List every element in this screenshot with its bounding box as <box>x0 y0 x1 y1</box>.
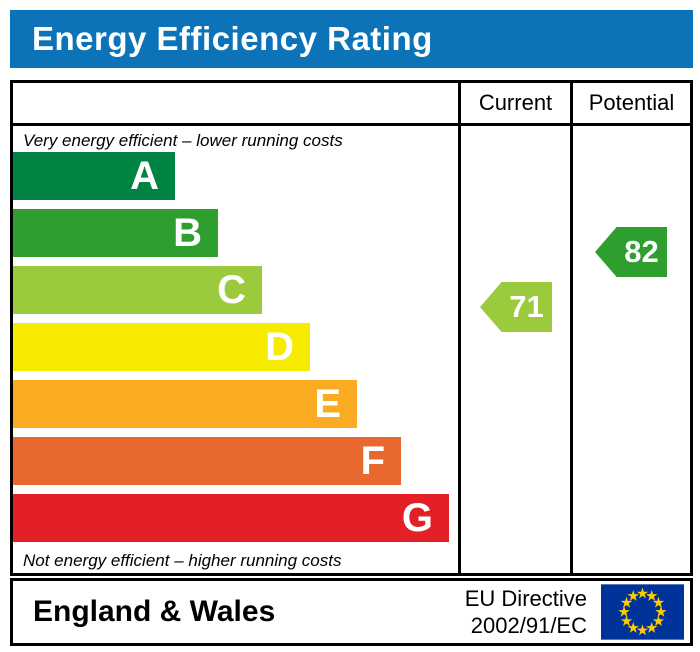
band-c: C <box>13 266 262 314</box>
potential-column-divider <box>570 83 573 573</box>
footer: England & Wales EU Directive 2002/91/EC <box>10 578 693 646</box>
column-header-potential: Potential <box>588 90 675 115</box>
eu-directive-label: EU Directive 2002/91/EC <box>465 585 587 639</box>
eu-directive-line2: 2002/91/EC <box>470 613 587 638</box>
band-f: F <box>13 437 401 485</box>
band-a: A <box>13 152 175 200</box>
band-d: D <box>13 323 310 371</box>
page-title: Energy Efficiency Rating <box>32 20 433 57</box>
rating-scale: Very energy efficient – lower running co… <box>13 126 458 571</box>
region-label: England & Wales <box>33 595 276 628</box>
title-bar: Energy Efficiency Rating <box>10 10 693 68</box>
bottom-note: Not energy efficient – higher running co… <box>23 551 342 570</box>
current-rating-arrow: 71 <box>480 282 552 332</box>
potential-rating-arrow: 82 <box>595 227 667 277</box>
eu-flag-icon <box>601 584 684 640</box>
top-note: Very energy efficient – lower running co… <box>23 131 343 150</box>
eu-directive-line1: EU Directive <box>464 586 587 611</box>
rating-chart: Current Potential Very energy efficient … <box>10 80 693 576</box>
column-header-current: Current <box>478 90 553 115</box>
band-b: B <box>13 209 218 257</box>
current-column-divider <box>458 83 461 573</box>
band-g: G <box>13 494 449 542</box>
band-e: E <box>13 380 357 428</box>
header-divider-line <box>13 123 690 126</box>
